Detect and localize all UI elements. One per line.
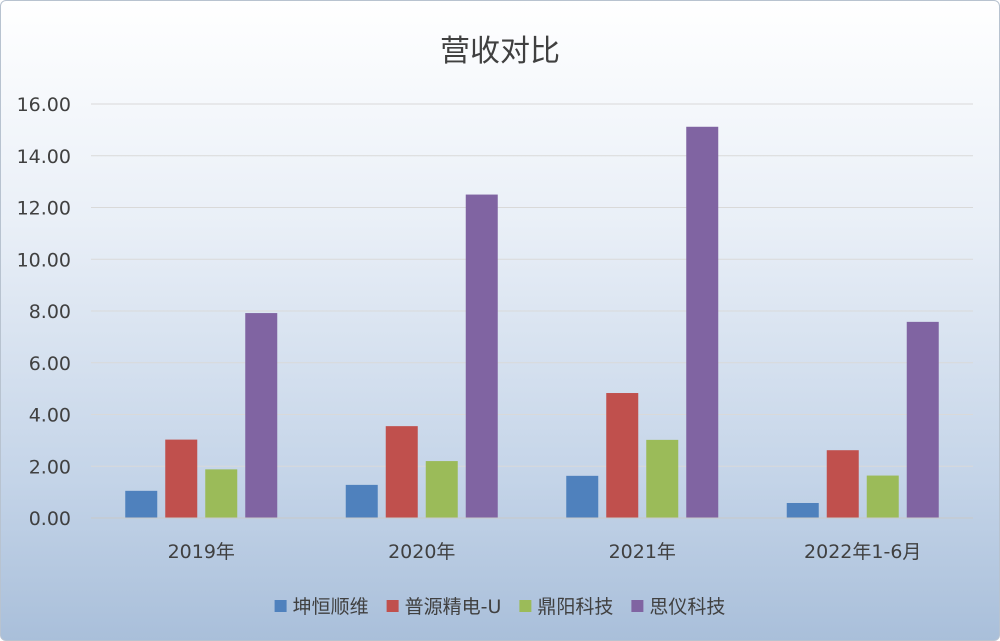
y-tick-label: 0.00 [29, 508, 71, 530]
bar [606, 393, 639, 518]
y-tick-label: 8.00 [29, 301, 71, 323]
y-tick-label: 12.00 [17, 198, 71, 220]
legend-item: 普源精电-U [386, 596, 502, 618]
legend-label: 坤恒顺维 [293, 596, 369, 618]
bar [566, 475, 599, 518]
x-category-label: 2019年 [168, 541, 235, 563]
bar [465, 194, 498, 518]
bar [345, 484, 378, 518]
bar [205, 469, 238, 518]
y-tick-label: 4.00 [29, 405, 71, 427]
bar [866, 475, 899, 518]
legend-swatch [386, 600, 399, 612]
legend-swatch [631, 600, 644, 612]
bar [385, 426, 418, 518]
y-tick-label: 16.00 [17, 94, 71, 116]
y-tick-label: 14.00 [17, 146, 71, 168]
legend-swatch [519, 600, 532, 612]
y-tick-label: 6.00 [29, 353, 71, 375]
legend: 坤恒顺维 普源精电-U 鼎阳科技 思仪科技 [274, 596, 725, 618]
bars [125, 126, 939, 519]
bar [826, 450, 859, 518]
legend-item: 鼎阳科技 [519, 596, 613, 618]
y-tick-label: 2.00 [29, 456, 71, 478]
legend-label: 思仪科技 [649, 596, 725, 618]
legend-item: 思仪科技 [631, 596, 725, 618]
x-category-label: 2021年 [609, 541, 676, 563]
bar [165, 439, 198, 518]
bar [646, 439, 679, 518]
bar [425, 461, 458, 518]
legend-swatch [274, 600, 287, 612]
gridlines [91, 103, 973, 467]
bar [125, 490, 158, 518]
bar [686, 126, 719, 519]
x-category-label: 2022年1-6月 [804, 541, 921, 563]
legend-label: 普源精电-U [405, 596, 502, 618]
y-tick-label: 10.00 [17, 249, 71, 271]
y-axis-tick-labels: 0.00 2.00 4.00 6.00 8.00 10.00 12.00 14.00 16.00 [17, 94, 71, 530]
x-axis-category-labels: 2019年 2020年 2021年 2022年1-6月 [168, 541, 922, 563]
chart-title: 营收对比 [440, 34, 560, 69]
legend-item: 坤恒顺维 [274, 596, 369, 618]
legend-label: 鼎阳科技 [537, 596, 613, 618]
x-category-label: 2020年 [388, 541, 455, 563]
bar [906, 321, 939, 518]
bar [786, 502, 819, 518]
bar [245, 313, 278, 518]
